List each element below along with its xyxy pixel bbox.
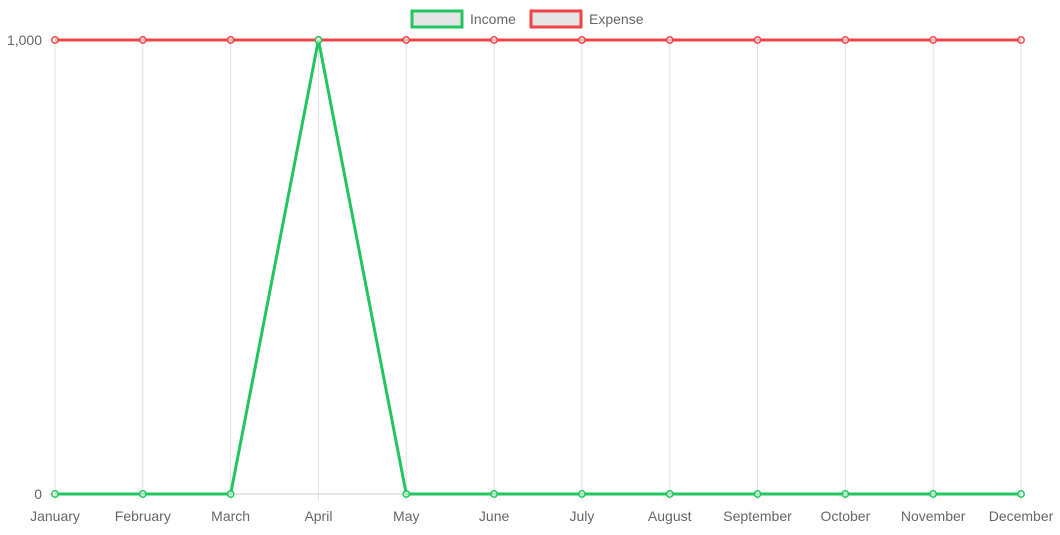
income-point-may [402, 490, 411, 498]
expense-point-may [402, 36, 411, 44]
x-tick-label-november: November [901, 508, 966, 524]
x-tick-label-april: April [304, 508, 332, 524]
income-point-november [929, 490, 938, 498]
series-lines [51, 36, 1025, 498]
y-tick-label: 1,000 [7, 32, 42, 48]
income-point-december [1017, 490, 1025, 498]
income-point-february [138, 490, 147, 498]
y-tick-label: 0 [34, 486, 42, 502]
x-tick-label-october: October [820, 508, 870, 524]
income-point-march [226, 490, 235, 498]
expense-point-march [226, 36, 235, 44]
legend-label-income: Income [470, 11, 516, 27]
grid-lines [54, 40, 1022, 500]
legend: Income Expense [410, 9, 644, 29]
x-tick-label-august: August [648, 508, 692, 524]
expense-point-december [1017, 36, 1025, 44]
x-tick-label-february: February [115, 508, 171, 524]
income-point-july [577, 490, 586, 498]
expense-point-november [929, 36, 938, 44]
axes: 0 1,000 January February March April May June Ju… [7, 32, 1054, 524]
x-tick-label-july: July [569, 508, 594, 524]
income-point-october [841, 490, 850, 498]
expense-point-september [753, 36, 762, 44]
income-point-january [51, 490, 59, 498]
legend-label-expense: Expense [589, 11, 644, 27]
legend-swatch-expense [529, 9, 583, 29]
x-tick-label-january: January [30, 508, 80, 524]
income-point-june [490, 490, 499, 498]
x-tick-label-may: May [393, 508, 419, 524]
x-tick-label-june: June [479, 508, 510, 524]
expense-point-august [665, 36, 674, 44]
income-series-line [55, 39, 1021, 496]
expense-point-july [577, 36, 586, 44]
expense-point-february [138, 36, 147, 44]
x-tick-label-march: March [211, 508, 250, 524]
legend-swatch-income [410, 9, 464, 29]
x-tick-label-september: September [723, 508, 792, 524]
x-tick-label-december: December [989, 508, 1054, 524]
expense-point-october [841, 36, 850, 44]
income-point-september [753, 490, 762, 498]
expense-point-june [490, 36, 499, 44]
expense-point-january [51, 36, 59, 44]
income-point-august [665, 490, 674, 498]
income-point-april [314, 36, 323, 44]
